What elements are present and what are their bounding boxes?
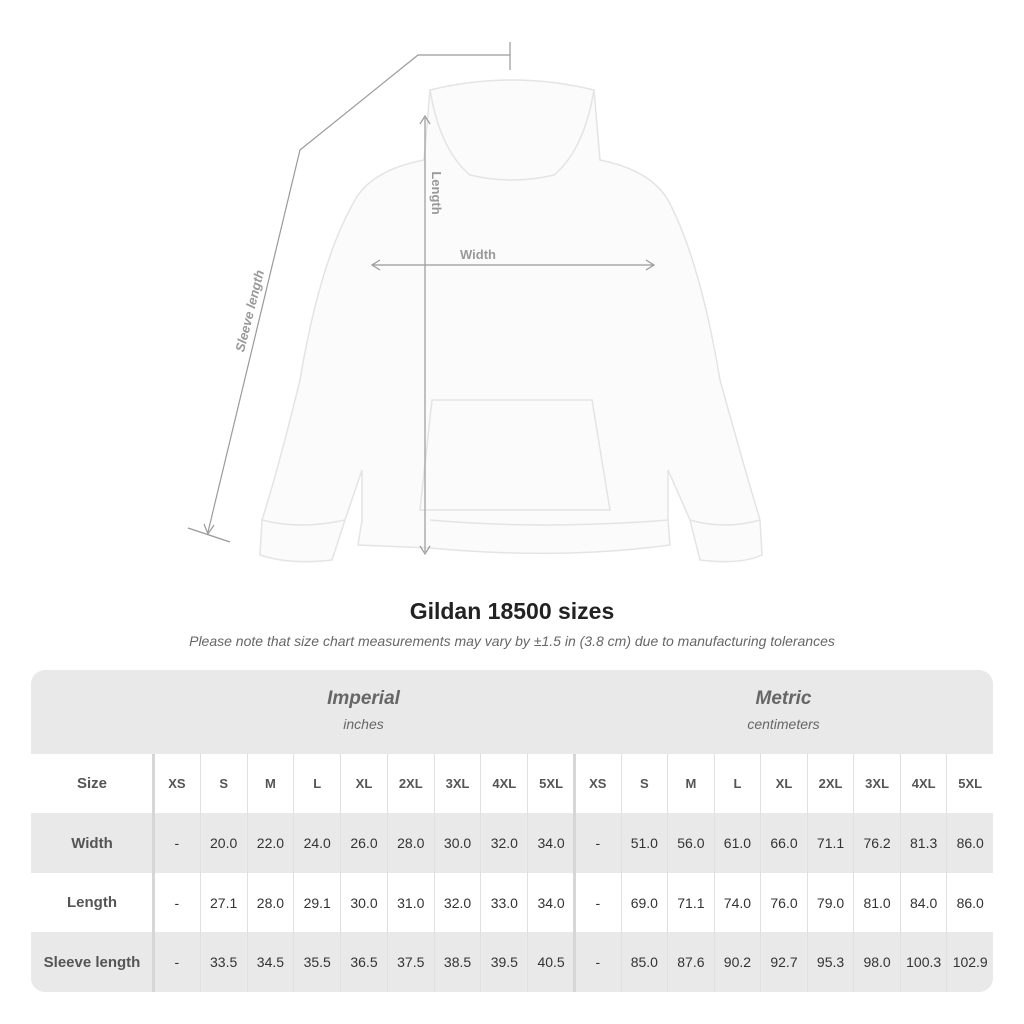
metric-unit: centimeters: [747, 716, 820, 732]
value-cell: 34.0: [527, 873, 574, 932]
value-cell: 28.0: [386, 813, 434, 873]
value-cell: 81.0: [853, 873, 900, 932]
value-cell: 33.5: [199, 932, 247, 992]
value-cell: 29.1: [293, 873, 340, 932]
row-label: Sleeve length: [43, 953, 141, 971]
size-header-cell: 5XL: [527, 754, 574, 813]
value-cell: 36.5: [340, 932, 387, 992]
value-cell: 24.0: [293, 813, 340, 873]
value-cell: -: [574, 873, 621, 932]
size-header-cell: XS: [153, 754, 200, 813]
value-cell: 71.1: [806, 813, 854, 873]
size-header-cell: 3XL: [433, 754, 481, 813]
size-header-cell: 4XL: [899, 754, 947, 813]
value-cell: 76.2: [853, 813, 900, 873]
sleeve-length-line: [207, 54, 510, 533]
value-cell: 61.0: [713, 813, 761, 873]
value-cell: 31.0: [386, 873, 434, 932]
value-cell: 38.5: [433, 932, 481, 992]
size-table: Imperial inches Metric centimeters Size X…: [31, 670, 993, 992]
value-cell: 86.0: [946, 813, 993, 873]
value-cell: 84.0: [899, 873, 947, 932]
value-cell: -: [574, 932, 621, 992]
value-cell: 39.5: [480, 932, 527, 992]
imperial-unit: inches: [343, 716, 384, 732]
value-cell: 74.0: [713, 873, 761, 932]
value-cell: 22.0: [246, 813, 294, 873]
value-cell: 66.0: [760, 813, 807, 873]
value-cell: 100.3: [899, 932, 947, 992]
value-cell: 30.0: [340, 873, 387, 932]
row-label: Width: [71, 834, 113, 852]
value-cell: 79.0: [806, 873, 854, 932]
size-header-cell: XL: [760, 754, 807, 813]
value-cell: 95.3: [806, 932, 854, 992]
size-header-cell: L: [293, 754, 340, 813]
size-header-cell: 4XL: [480, 754, 527, 813]
measurement-lines: [187, 42, 656, 556]
size-header-row: Size XS S M L XL 2XL 3XL 4XL 5XL XS S M L XL 2XL 3XL 4XL 5…: [31, 754, 993, 813]
value-cell: 32.0: [433, 873, 481, 932]
size-header-cell: 5XL: [946, 754, 993, 813]
metric-title: Metric: [755, 688, 812, 709]
width-label: Width: [460, 247, 496, 262]
value-cell: 51.0: [620, 813, 668, 873]
value-cell: -: [153, 932, 200, 992]
value-cell: 37.5: [386, 932, 434, 992]
table-row: Sleeve length -33.5 34.5 35.5 36.5 37.5 38.5 39…: [31, 932, 993, 992]
size-header-cell: 2XL: [806, 754, 854, 813]
row-label: Length: [67, 894, 117, 911]
value-cell: 69.0: [620, 873, 668, 932]
value-cell: 26.0: [340, 813, 387, 873]
imperial-title: Imperial: [327, 688, 400, 709]
length-label: Length: [429, 171, 444, 214]
value-cell: 56.0: [667, 813, 714, 873]
value-cell: 98.0: [853, 932, 900, 992]
size-header-cell: S: [199, 754, 247, 813]
value-cell: 81.3: [899, 813, 947, 873]
page-title: Gildan 18500 sizes: [409, 598, 615, 624]
value-cell: -: [153, 873, 200, 932]
table-row: Length -27.1 28.0 29.1 30.0 31.0 32.0 33.0 34.0-…: [31, 873, 993, 932]
size-header-cell: M: [246, 754, 294, 813]
value-cell: 28.0: [246, 873, 294, 932]
value-cell: 20.0: [199, 813, 247, 873]
imperial-group-header: Imperial inches: [153, 670, 574, 754]
value-cell: 86.0: [946, 873, 993, 932]
size-header-cell: M: [667, 754, 714, 813]
value-cell: 34.0: [527, 813, 574, 873]
value-cell: 35.5: [293, 932, 340, 992]
table-row: Width -20.0 22.0 24.0 26.0 28.0 30.0 32.0 34.0-5…: [31, 813, 993, 873]
value-cell: 76.0: [760, 873, 807, 932]
value-cell: 102.9: [946, 932, 993, 992]
metric-group-header: Metric centimeters: [574, 670, 993, 754]
value-cell: -: [574, 813, 621, 873]
size-header-cell: XS: [574, 754, 621, 813]
value-cell: 32.0: [480, 813, 527, 873]
size-header-cell: S: [620, 754, 668, 813]
group-divider: [573, 754, 576, 992]
hoodie-image: [259, 79, 763, 563]
value-cell: 87.6: [667, 932, 714, 992]
value-cell: 34.5: [246, 932, 294, 992]
value-cell: -: [153, 813, 200, 873]
size-header-cell: L: [713, 754, 761, 813]
value-cell: 33.0: [480, 873, 527, 932]
value-cell: 90.2: [713, 932, 761, 992]
size-header-cell: 3XL: [853, 754, 900, 813]
value-cell: 92.7: [760, 932, 807, 992]
size-column-header: Size: [76, 775, 107, 792]
value-cell: 71.1: [667, 873, 714, 932]
value-cell: 40.5: [527, 932, 574, 992]
hoodie-illustration: Length Width Sleeve length: [187, 42, 763, 563]
tolerance-note: Please note that size chart measurements…: [189, 633, 835, 649]
column-divider: [152, 754, 155, 992]
size-header-cell: XL: [340, 754, 387, 813]
value-cell: 30.0: [433, 813, 481, 873]
size-header-cell: 2XL: [386, 754, 434, 813]
value-cell: 27.1: [199, 873, 247, 932]
value-cell: 85.0: [620, 932, 668, 992]
